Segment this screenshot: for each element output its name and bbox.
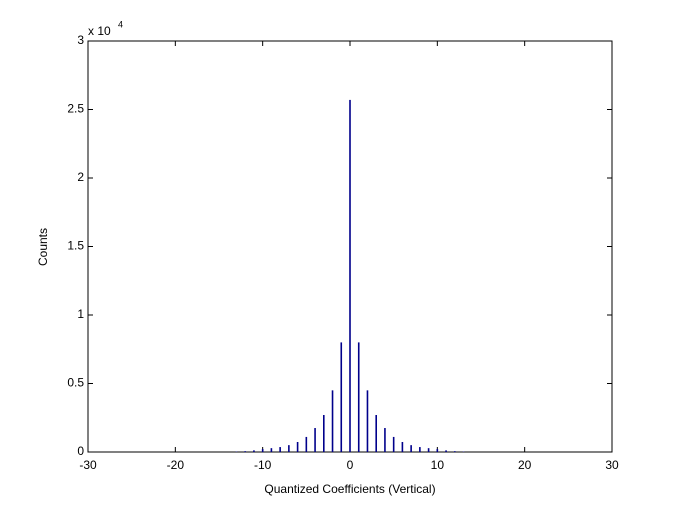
bar	[279, 447, 281, 452]
y-tick-label: 2	[77, 170, 84, 184]
bar	[384, 428, 386, 452]
bar	[375, 415, 377, 452]
bar	[349, 99, 351, 452]
bar	[436, 448, 439, 452]
bar	[340, 342, 343, 452]
bar	[244, 451, 246, 452]
bar	[314, 428, 316, 452]
bar	[296, 441, 299, 452]
x-tick-label: 10	[431, 458, 445, 472]
x-tick-label: -30	[79, 458, 97, 472]
bar	[366, 390, 369, 452]
y-tick-label: 3	[77, 33, 84, 47]
bar	[445, 450, 447, 452]
x-axis-label: Quantized Coefficients (Vertical)	[264, 482, 435, 496]
bar	[427, 448, 430, 452]
y-tick-label: 0.5	[67, 376, 84, 390]
x-tick-label: -20	[167, 458, 185, 472]
bar	[357, 342, 360, 452]
bar	[410, 445, 412, 452]
y-tick-label: 2.5	[67, 102, 84, 116]
x-tick-label: -10	[254, 458, 272, 472]
bar	[401, 441, 404, 452]
y-axis-label: Counts	[36, 228, 50, 266]
bar	[331, 390, 334, 452]
x-tick-label: 20	[518, 458, 532, 472]
bar	[270, 448, 273, 452]
y-tick-label: 1.5	[67, 239, 84, 253]
y-multiplier-exponent: 4	[118, 19, 123, 29]
bar	[323, 415, 325, 452]
x-tick-label: 0	[347, 458, 354, 472]
bar	[454, 451, 456, 452]
y-tick-label: 1	[77, 307, 84, 321]
bar	[419, 447, 421, 452]
x-tick-label: 30	[605, 458, 619, 472]
bar	[288, 445, 290, 452]
bar	[392, 436, 395, 452]
y-multiplier: x 10	[88, 24, 111, 38]
y-tick-label: 0	[77, 444, 84, 458]
bar	[305, 436, 308, 452]
bar	[253, 450, 255, 452]
bar	[261, 448, 264, 452]
